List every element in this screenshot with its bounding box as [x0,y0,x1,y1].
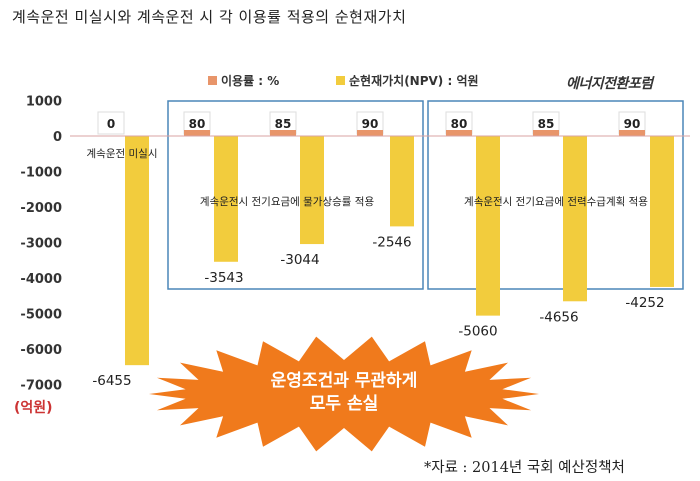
chart-title: 계속운전 미실시와 계속운전 시 각 이용률 적용의 순현재가치 [12,8,407,26]
npv-bar [476,136,500,316]
utilization-label: 0 [107,117,115,131]
utilization-label: 90 [624,117,641,131]
npv-value-label: -4252 [625,295,664,311]
y-tick-label: 1000 [26,95,62,110]
logo-text: 에너지전환포럼 [566,76,653,92]
y-tick-label: -3000 [20,237,62,252]
npv-bar [390,136,414,227]
banner-text: 운영조건과 무관하게 [271,371,418,391]
group-box [427,100,684,290]
logo: 에너지전환포럼 [566,73,653,93]
utilization-label: 85 [275,117,292,131]
y-tick-label: -4000 [20,272,62,287]
npv-bar [214,136,238,262]
npv-value-label: -4656 [539,309,578,325]
utilization-bar [533,130,559,136]
legend-swatch [336,76,345,85]
source-note: *자료 : 2014년 국회 예산정책처 [424,460,625,476]
unit-label: (억원) [14,400,53,416]
legend-label: 이용률 : % [221,73,279,88]
y-tick-label: -7000 [20,379,62,394]
npv-value-label: -5060 [458,324,497,340]
npv-value-label: -3543 [204,270,243,286]
utilization-box [97,111,125,135]
group-label: 계속운전 미실시 [87,148,158,160]
npv-value-label: -6455 [92,373,131,389]
utilization-label: 80 [451,117,468,131]
npv-bar [125,136,149,366]
utilization-bar [357,130,383,136]
y-tick-label: 0 [53,130,62,145]
utilization-bar [446,130,472,136]
group-label: 계속운전시 전기요금에 전력수급계획 적용 [464,196,648,208]
npv-bar [563,136,587,302]
npv-value-label: -3044 [280,252,319,268]
group-label: 계속운전시 전기요금에 물가상승률 적용 [200,196,375,208]
y-tick-label: -1000 [20,166,62,181]
utilization-bar [270,130,296,136]
starburst-banner [149,336,539,452]
banner-text: 모두 손실 [310,394,378,414]
npv-bar [300,136,324,245]
utilization-bar [619,130,645,136]
y-tick-label: -6000 [20,343,62,358]
utilization-label: 90 [362,117,379,131]
y-tick-label: -2000 [20,201,62,216]
legend-swatch [208,76,217,85]
npv-value-label: -2546 [372,234,411,250]
y-tick-label: -5000 [20,308,62,323]
group-box [167,100,424,290]
utilization-bar [184,130,210,136]
legend-label: 순현재가치(NPV) : 억원 [349,73,479,88]
utilization-label: 85 [538,117,555,131]
npv-bar [650,136,674,287]
utilization-label: 80 [189,117,206,131]
